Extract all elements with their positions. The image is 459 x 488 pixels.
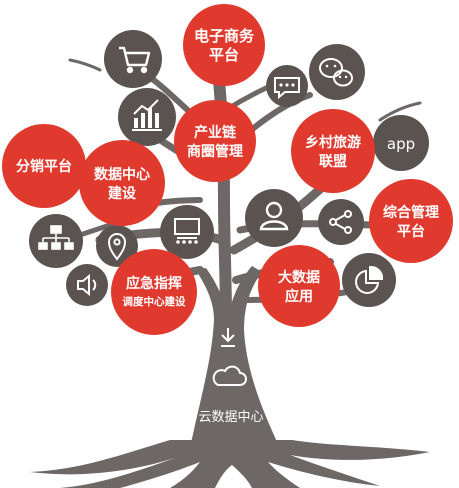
wechat-icon bbox=[319, 58, 353, 87]
node-label: 平台 bbox=[397, 223, 425, 240]
share-icon bbox=[329, 210, 352, 234]
shopping-cart-icon bbox=[119, 46, 151, 74]
red-node-big-data: 大数据 应用 bbox=[258, 245, 340, 327]
root-label: 云数据中心 bbox=[198, 410, 263, 425]
icon-node-chat bbox=[266, 65, 308, 107]
node-label: 联盟 bbox=[319, 154, 347, 170]
icon-node-cart bbox=[104, 30, 162, 88]
icon-node-location bbox=[96, 225, 138, 267]
red-node-ecommerce: 电子商务 平台 bbox=[183, 4, 265, 86]
red-node-data-center: 数据中心 建设 bbox=[79, 140, 165, 226]
presentation-icon bbox=[174, 218, 200, 244]
node-label: 电子商务 bbox=[194, 27, 255, 45]
speaker-icon bbox=[77, 273, 97, 297]
node-label: 乡村旅游 bbox=[305, 134, 361, 151]
user-icon bbox=[259, 201, 289, 231]
app-text-icon: app bbox=[387, 135, 415, 153]
tree-trunk bbox=[30, 266, 430, 488]
icon-node-share bbox=[318, 199, 364, 245]
red-node-distribution: 分销平台 bbox=[2, 124, 86, 208]
node-label: 分销平台 bbox=[16, 158, 72, 175]
icon-node-wechat bbox=[309, 44, 365, 100]
red-node-integrated-mgmt: 综合管理 平台 bbox=[369, 179, 453, 263]
location-pin-icon bbox=[107, 233, 127, 261]
pie-chart-icon bbox=[355, 265, 384, 294]
node-label: 大数据 bbox=[278, 269, 320, 286]
red-node-industry-chain: 产业链 商圈管理 bbox=[174, 100, 256, 182]
node-label: 应急指挥 bbox=[126, 275, 182, 292]
download-arrow-icon bbox=[221, 328, 235, 347]
red-node-rural-tourism: 乡村旅游 联盟 bbox=[291, 109, 375, 193]
node-label: 调度中心建设 bbox=[123, 295, 186, 308]
node-label: 商圈管理 bbox=[187, 143, 243, 160]
node-label: 平台 bbox=[209, 46, 239, 64]
org-chart-icon bbox=[38, 225, 74, 250]
icon-node-user bbox=[245, 189, 303, 247]
node-label: 综合管理 bbox=[383, 204, 439, 221]
node-label: 应用 bbox=[285, 288, 313, 305]
cloud-icon bbox=[212, 365, 247, 386]
bar-chart-icon bbox=[132, 99, 162, 131]
icon-node-chart bbox=[118, 88, 176, 146]
icon-node-orgchart bbox=[29, 214, 83, 268]
chat-bubble-icon bbox=[274, 77, 300, 100]
red-node-emergency: 应急指挥 调度中心建设 bbox=[111, 249, 197, 335]
icon-node-presentation bbox=[160, 205, 214, 259]
node-label: 产业链 bbox=[194, 124, 237, 141]
icon-node-pie bbox=[342, 253, 396, 307]
node-label: 建设 bbox=[108, 185, 137, 202]
node-label: 数据中心 bbox=[94, 166, 150, 183]
icon-node-speaker bbox=[66, 264, 108, 306]
icon-node-app: app bbox=[373, 115, 429, 171]
